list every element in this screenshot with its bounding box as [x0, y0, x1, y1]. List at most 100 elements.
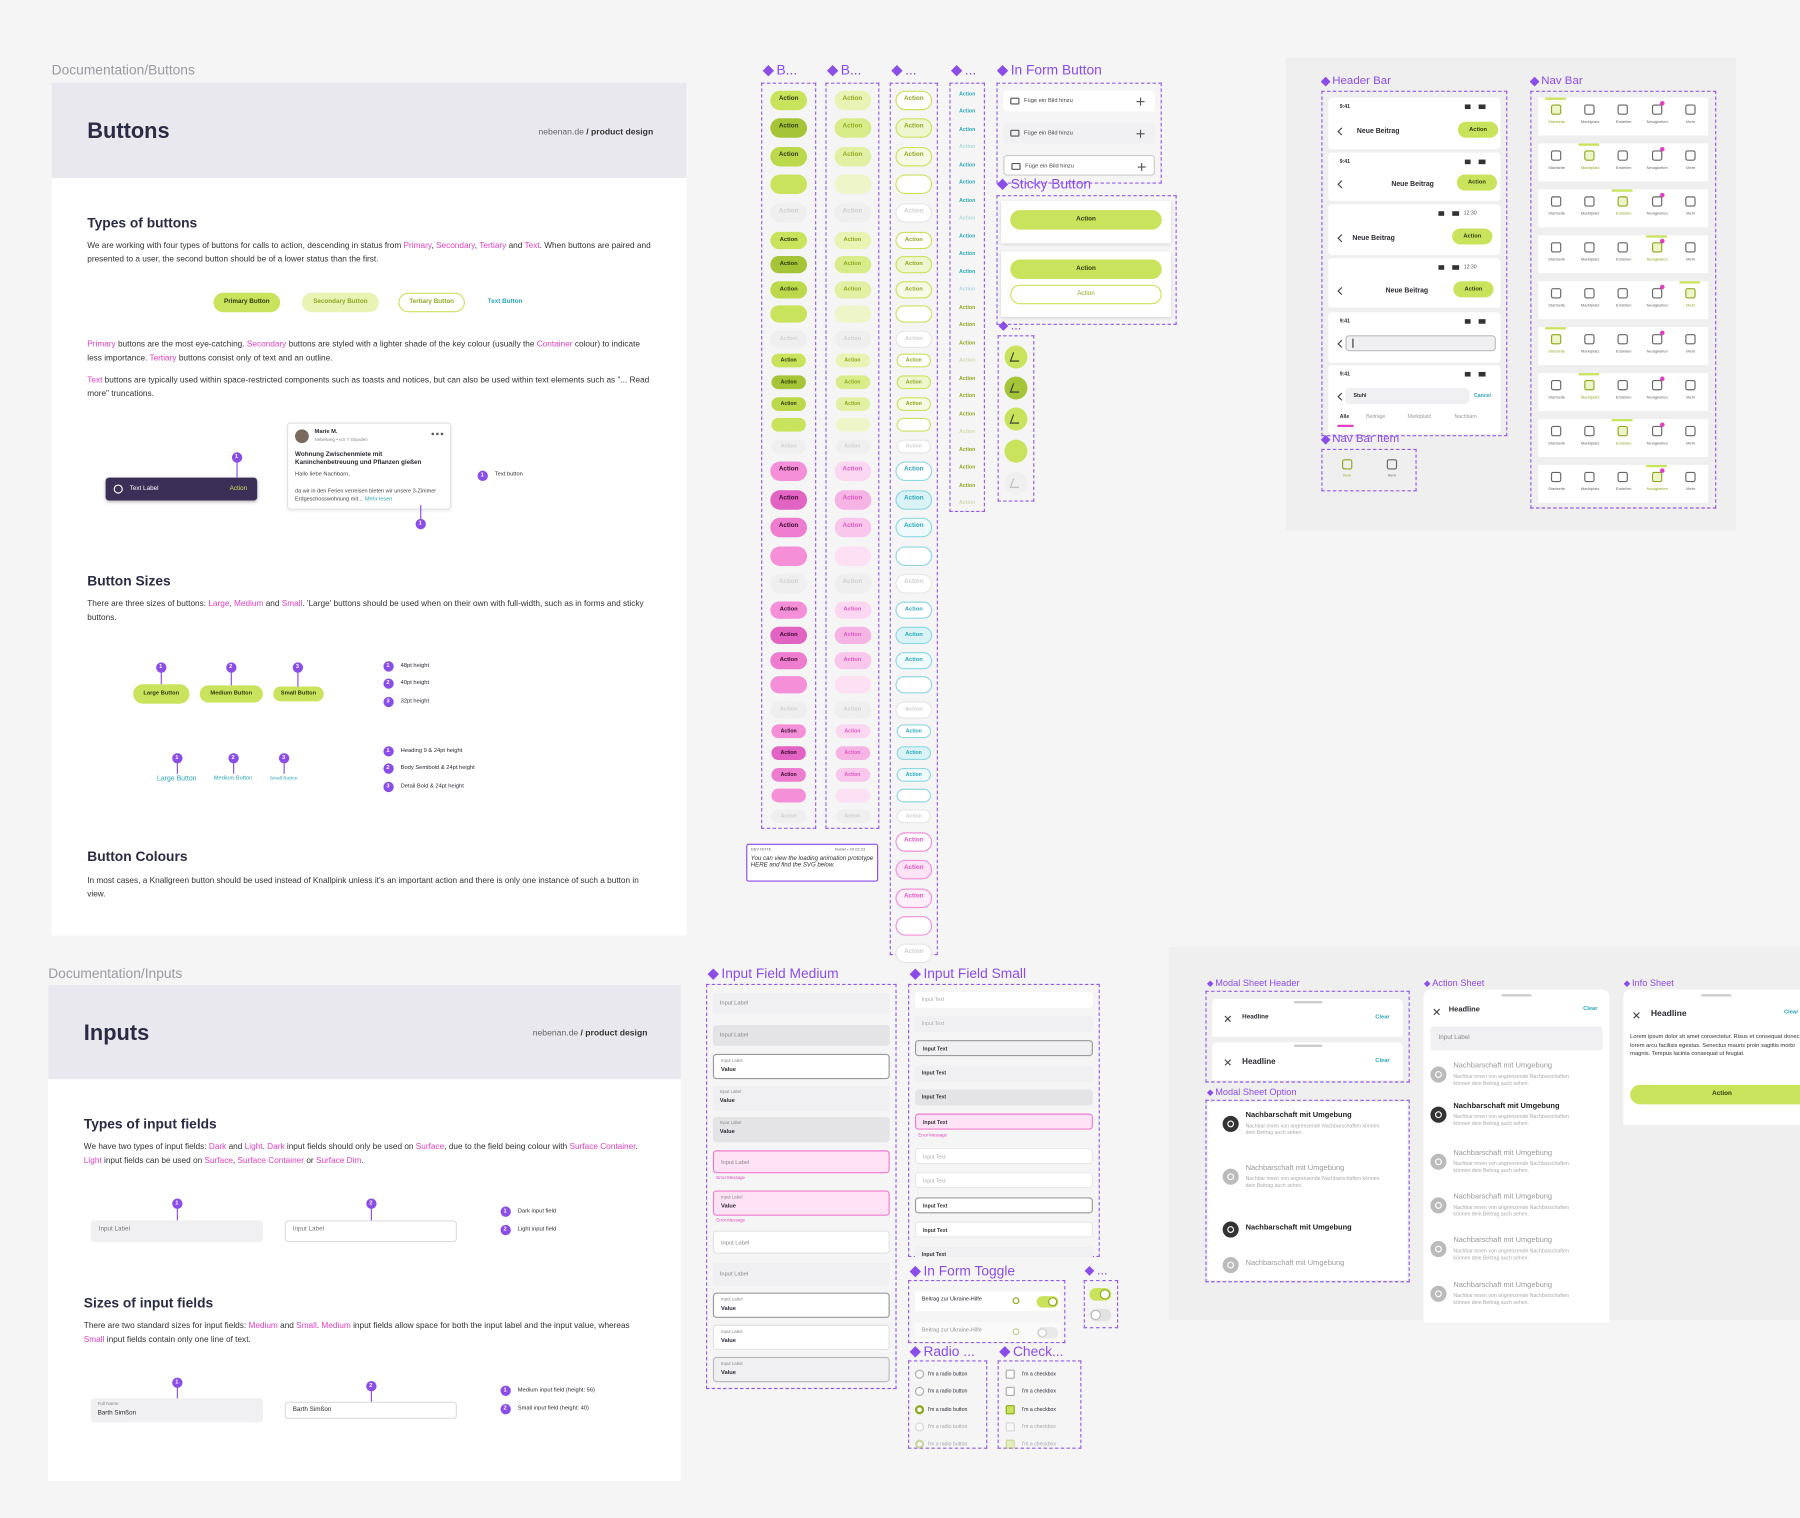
component-frame — [949, 82, 985, 513]
toggle — [1036, 1295, 1059, 1307]
sticky-outline-button: Action — [1010, 284, 1162, 305]
secondary-button: Secondary Button — [301, 292, 379, 313]
input-label: Input Label — [720, 1195, 743, 1200]
section-heading: Sizes of input fields — [83, 1294, 214, 1312]
body-text: . — [262, 1141, 268, 1152]
action-button: Action — [896, 809, 932, 824]
nav-icon — [1550, 242, 1562, 253]
input-label: Input Label — [719, 1120, 742, 1126]
action-button: Action — [896, 724, 932, 739]
action-button — [835, 788, 870, 803]
text-action-button: Action — [952, 160, 983, 171]
section-heading: Button Sizes — [87, 572, 171, 589]
accent-text: Surface Container — [569, 1141, 636, 1152]
input-field: Input Text — [914, 1113, 1093, 1130]
header-title: Neue Beitrag — [1385, 288, 1429, 296]
radio — [914, 1422, 925, 1432]
size-text-button: Large Button — [148, 773, 205, 786]
camera-icon — [1010, 97, 1020, 105]
component-frame — [908, 1280, 1066, 1344]
action-button-label: Action — [778, 578, 799, 586]
input-value: Value — [720, 1203, 736, 1210]
action-button-label: Action — [780, 727, 797, 734]
status-icons — [1464, 104, 1486, 110]
action-button: Action — [895, 887, 933, 908]
nav-icon — [1584, 196, 1595, 207]
action-button — [770, 304, 808, 323]
header-title: Neue Beitrag — [1391, 181, 1434, 189]
nav-label: Marktplatz — [1580, 486, 1600, 492]
sheet-handle — [1293, 1001, 1323, 1003]
toast: Text Label Action — [105, 477, 258, 501]
checkbox-label: I'm a checkbox — [1021, 1370, 1057, 1377]
marker: 2 — [382, 762, 394, 774]
action-button-label: Action — [903, 864, 924, 872]
body-text: and — [277, 1320, 297, 1331]
option-label: Nachbarschaft mit Umgebung — [1453, 1102, 1560, 1111]
marker-label: 3 — [386, 782, 390, 790]
checkbox-label: I'm a checkbox — [1021, 1423, 1057, 1430]
accent-text: Dark — [208, 1141, 227, 1152]
status-time: 9:41 — [1339, 317, 1351, 324]
text-action-button: Action — [952, 480, 983, 491]
nav-icon — [1584, 334, 1595, 345]
nav-label: Marktplatz — [1580, 211, 1600, 216]
action-button-label: Action — [843, 334, 862, 342]
action-button-label: Action — [778, 466, 799, 474]
input-field: Input Text — [914, 1065, 1093, 1082]
nav-bar: Startseite Marktplatz Erstellen Neuigkeiten… — [1538, 464, 1709, 503]
info-text: Lorem ipsum dolor sit amet consectetur. … — [1630, 1033, 1800, 1058]
action-button-label: Action — [904, 705, 923, 713]
text-action-button-label: Action — [959, 214, 976, 221]
search-value: Stuhl — [1353, 392, 1367, 399]
checkbox — [1005, 1369, 1015, 1379]
primary-button: Primary Button — [213, 292, 281, 313]
nav-label: Marktplatz — [1580, 394, 1600, 400]
input-field: Input Label Value — [712, 1190, 890, 1216]
action-button: Action — [770, 489, 808, 510]
primary-button-label: Primary Button — [224, 298, 270, 306]
nav-label: Erstellen — [1615, 486, 1632, 492]
action-button: Action — [896, 353, 932, 368]
text-action-button: Action — [952, 213, 983, 224]
body-text: buttons are styled with a lighter shade … — [286, 338, 537, 349]
action-button — [896, 788, 932, 803]
accent-text: Small — [296, 1320, 317, 1331]
search-field — [1345, 388, 1470, 405]
nav-icon — [1584, 425, 1595, 437]
nav-icon — [1685, 334, 1696, 345]
section-heading: Button Colours — [87, 848, 188, 865]
marker-label: 1 — [480, 471, 484, 479]
action-button: Action — [770, 517, 808, 537]
input-field: Input Text — [914, 1172, 1093, 1189]
input-label: Input Label — [292, 1226, 324, 1233]
action-button: Action — [771, 724, 806, 739]
action-button-label: Action — [780, 771, 797, 777]
dev-note-tag: DEV NOTE — [750, 847, 772, 852]
tertiary-button-label: Tertiary Button — [409, 298, 455, 306]
action-button-label: Action — [780, 442, 797, 449]
nav-label: Marktplatz — [1580, 257, 1600, 262]
action-button — [834, 304, 871, 323]
input-field: Input Label Value — [712, 1053, 890, 1080]
accent-text: Surface Dim — [315, 1155, 362, 1166]
error-message: Error Message — [716, 1175, 745, 1181]
action-button-label: Action — [905, 378, 922, 385]
header-title: Neue Beitrag — [1352, 235, 1395, 243]
text-action-button: Action — [952, 373, 983, 384]
toast-icon — [113, 484, 123, 494]
nav-icon — [1651, 334, 1662, 345]
back-chevron — [1337, 339, 1346, 348]
header-action-label: Action — [1464, 285, 1483, 293]
action-button: Action — [770, 330, 808, 348]
radio-label: I'm a radio button — [927, 1440, 968, 1447]
accent-text: Text — [87, 374, 103, 385]
nav-icon — [1584, 288, 1595, 299]
header-action-label: Action — [1469, 125, 1487, 133]
input-text: Input Text — [922, 1202, 948, 1209]
back-chevron — [1337, 234, 1346, 243]
nav-active-indicator — [1679, 281, 1700, 283]
input-label: Input Label — [98, 1226, 130, 1233]
frame-title: B... — [776, 61, 798, 79]
action-button: Action — [770, 626, 808, 644]
